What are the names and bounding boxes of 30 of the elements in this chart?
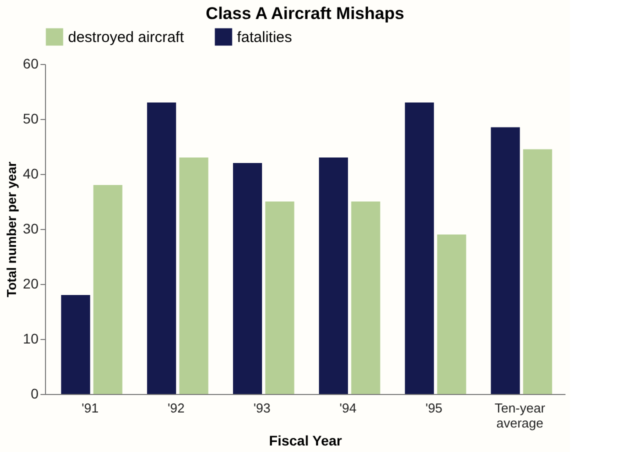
y-tick-label: 20 xyxy=(22,276,39,292)
y-tick-label: 0 xyxy=(30,386,39,402)
bar xyxy=(351,202,380,394)
x-tick-label: '94 xyxy=(340,400,356,416)
x-tick-label: '92 xyxy=(168,400,185,416)
y-tick-label: 10 xyxy=(22,330,39,346)
y-tick-label: 60 xyxy=(22,56,39,72)
x-tick-label: '95 xyxy=(425,400,442,416)
y-tick-label: 50 xyxy=(22,110,39,126)
x-tick-label: '93 xyxy=(254,400,270,416)
legend-label: fatalities xyxy=(237,28,292,46)
x-axis-title: Fiscal Year xyxy=(269,432,343,448)
bar xyxy=(233,163,262,394)
bar xyxy=(318,158,348,394)
bar xyxy=(490,127,520,394)
bar xyxy=(93,185,122,394)
legend-label: destroyed aircraft xyxy=(68,28,185,46)
chart-title: Class A Aircraft Mishaps xyxy=(206,4,404,23)
bar xyxy=(404,102,434,394)
y-axis-title: Total number per year xyxy=(4,162,19,298)
y-tick-label: 40 xyxy=(22,166,39,182)
bar xyxy=(265,202,294,394)
bar xyxy=(147,102,176,394)
bar xyxy=(179,158,208,394)
x-tick-label: Ten-year average xyxy=(494,400,546,430)
bar xyxy=(61,295,90,394)
bar xyxy=(437,234,466,394)
y-tick-label: 30 xyxy=(22,220,39,236)
bar xyxy=(523,149,552,394)
x-tick-label: '91 xyxy=(82,400,99,416)
